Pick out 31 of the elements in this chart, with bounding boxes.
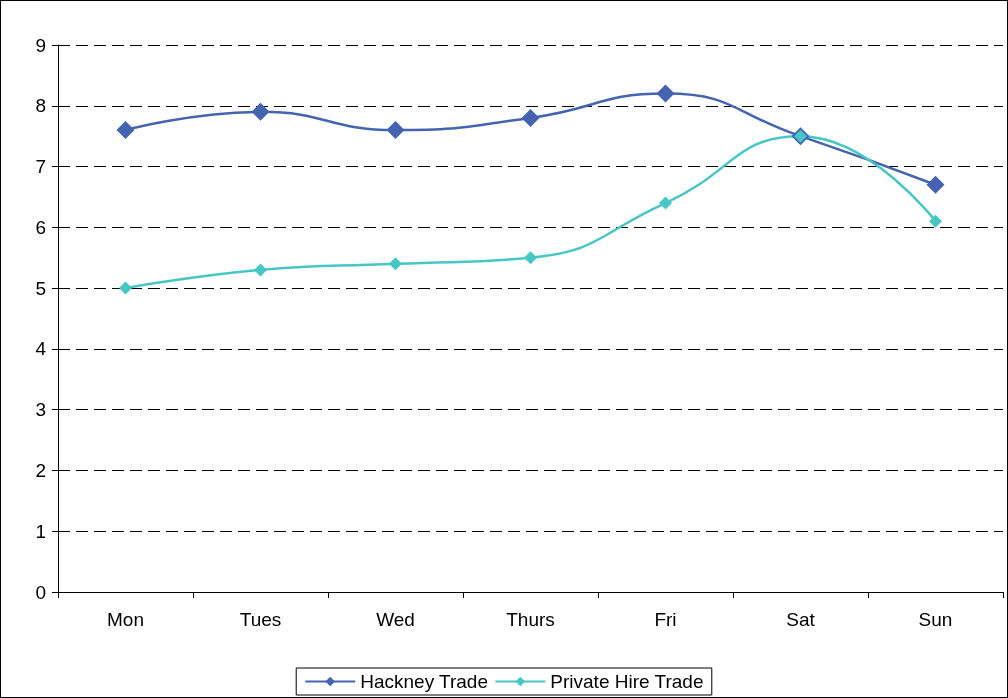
point	[656, 84, 675, 103]
legend-label: Hackney Trade	[360, 671, 488, 692]
y-tick-label: 4	[35, 338, 47, 360]
point	[521, 108, 540, 127]
point	[251, 102, 270, 121]
y-tick-label: 7	[35, 156, 46, 178]
x-tick-label: Wed	[376, 609, 415, 630]
point	[386, 121, 405, 140]
x-tick-label: Thurs	[506, 609, 555, 630]
y-tick-label: 6	[35, 216, 46, 238]
y-tick-label: 3	[35, 399, 46, 421]
point	[926, 175, 945, 194]
x-tick-label: Fri	[654, 609, 677, 630]
point	[524, 251, 537, 265]
y-tick-label: 0	[35, 581, 46, 603]
point	[116, 121, 135, 140]
point	[929, 214, 942, 228]
point	[254, 263, 267, 277]
point	[659, 196, 672, 210]
point	[389, 257, 402, 271]
x-tick-label: Mon	[107, 609, 144, 630]
x-tick-label: Sun	[918, 609, 953, 630]
legend-label: Private Hire Trade	[550, 671, 704, 692]
y-tick-label: 5	[35, 277, 46, 299]
y-tick-label: 8	[35, 95, 46, 117]
y-tick-label: 9	[35, 34, 46, 56]
y-tick-label: 1	[35, 520, 46, 542]
x-tick-label: Sat	[786, 609, 816, 630]
y-tick-label: 2	[35, 459, 46, 481]
x-tick-label: Tues	[239, 609, 282, 630]
point	[119, 281, 132, 295]
